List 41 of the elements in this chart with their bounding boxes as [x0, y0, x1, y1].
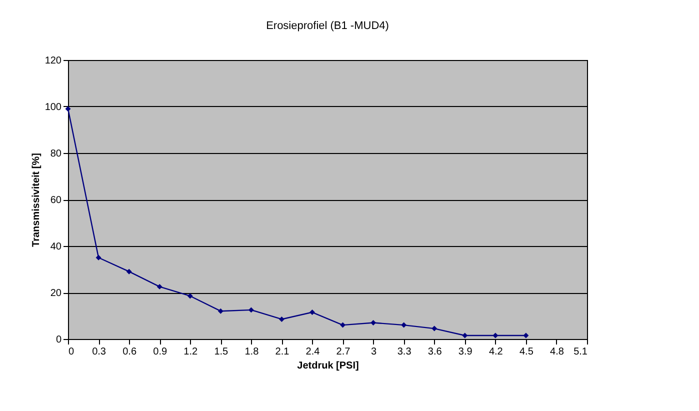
y-axis-title: Transmissiviteit [%]	[30, 153, 42, 247]
x-tick-label: 2.7	[336, 346, 351, 358]
x-tick-label: 2.4	[306, 346, 320, 358]
x-tick-label: 0.3	[92, 346, 106, 358]
x-tick-label: 0	[68, 346, 74, 358]
x-tick-label: 1.5	[214, 346, 229, 358]
point	[523, 332, 529, 338]
point	[156, 284, 162, 290]
point	[492, 332, 498, 338]
x-tick-label: 1.8	[244, 346, 260, 358]
x-tick-label: 0.9	[153, 346, 168, 358]
x-tick-label: 3.6	[428, 346, 442, 358]
point	[126, 268, 132, 274]
x-tick-label: 5.1	[574, 346, 588, 358]
point	[218, 308, 224, 314]
x-tick-label: 2.1	[275, 346, 290, 358]
y-tick-label: 120	[44, 56, 62, 66]
y-tick-label: 40	[50, 242, 62, 252]
x-tick-label: 4.8	[550, 346, 564, 358]
point	[401, 322, 407, 328]
y-tick-label: 60	[50, 195, 62, 206]
point	[278, 316, 284, 322]
point	[309, 310, 315, 315]
point	[187, 293, 193, 299]
y-tick-label: 80	[50, 148, 62, 160]
y-tick-label: 20	[50, 288, 62, 299]
x-tick-label: 0.6	[122, 346, 137, 358]
x-axis-title: Jetdruk [PSI]	[297, 360, 359, 372]
chart-title: Erosieprofiel (B1 -MUD4)	[266, 20, 389, 32]
point	[96, 254, 102, 260]
x-tick-label: 1.2	[184, 346, 198, 358]
x-tick-label: 3.9	[458, 346, 473, 358]
point	[370, 320, 376, 326]
y-tick-label: 0	[56, 334, 62, 346]
x-tick-label: 3.3	[397, 346, 412, 358]
point	[340, 322, 346, 328]
x-tick-label: 4.2	[488, 346, 504, 358]
point	[432, 326, 438, 332]
x-tick-label: 4.5	[519, 346, 534, 358]
y-tick-label: 100	[44, 102, 62, 113]
x-tick-label: 3	[371, 346, 378, 358]
